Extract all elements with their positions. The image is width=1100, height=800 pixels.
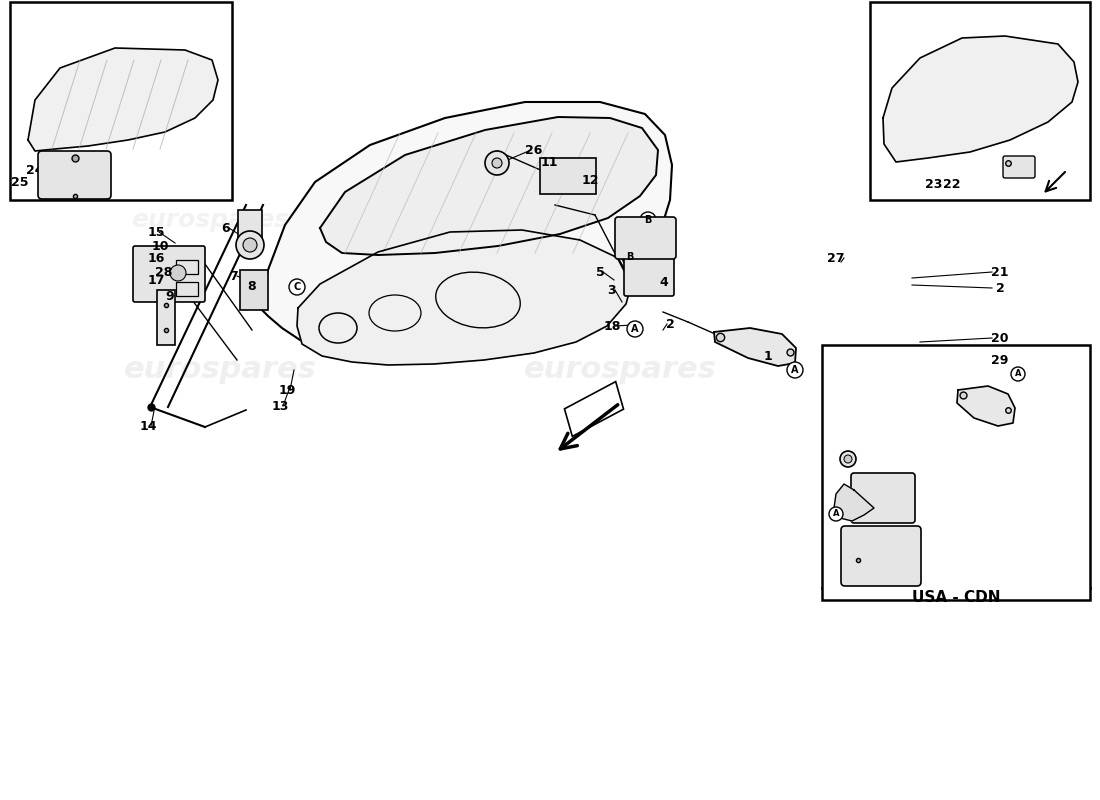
Bar [157, 290, 175, 345]
Text: 26: 26 [526, 143, 542, 157]
FancyBboxPatch shape [615, 217, 676, 259]
Circle shape [840, 451, 856, 467]
Text: eurospares: eurospares [123, 355, 317, 385]
Text: USA - CDN: USA - CDN [912, 590, 1000, 606]
Text: 16: 16 [147, 253, 165, 266]
Text: 25: 25 [11, 175, 29, 189]
Text: 4: 4 [660, 275, 669, 289]
Bar [870, 2, 1090, 200]
Text: 2: 2 [996, 282, 1004, 294]
Text: 27: 27 [827, 251, 845, 265]
FancyBboxPatch shape [133, 246, 205, 302]
Circle shape [844, 455, 852, 463]
Text: B: B [626, 252, 634, 262]
Bar [822, 345, 1090, 600]
Text: 2: 2 [666, 318, 674, 330]
Text: 23: 23 [925, 178, 943, 191]
Circle shape [289, 279, 305, 295]
Circle shape [786, 362, 803, 378]
Text: C: C [294, 282, 300, 292]
Polygon shape [883, 36, 1078, 162]
Polygon shape [260, 102, 672, 350]
Text: 14: 14 [140, 419, 156, 433]
Text: 17: 17 [147, 274, 165, 286]
FancyBboxPatch shape [842, 526, 921, 586]
Bar [176, 282, 198, 296]
Polygon shape [834, 484, 874, 521]
Polygon shape [28, 48, 218, 151]
Polygon shape [564, 382, 624, 436]
Circle shape [492, 158, 502, 168]
Text: A: A [791, 365, 799, 375]
Text: 22: 22 [944, 178, 960, 191]
Text: 8: 8 [248, 281, 256, 294]
Circle shape [236, 231, 264, 259]
Bar [240, 270, 268, 310]
FancyBboxPatch shape [39, 151, 111, 199]
Polygon shape [320, 117, 658, 255]
Text: 20: 20 [991, 331, 1009, 345]
Text: eurospares: eurospares [524, 355, 716, 385]
Text: A: A [1014, 370, 1021, 378]
Text: 12: 12 [581, 174, 598, 186]
Text: 5: 5 [595, 266, 604, 278]
Text: 13: 13 [272, 399, 288, 413]
Bar [10, 2, 232, 200]
Text: 9: 9 [166, 290, 174, 303]
Text: eurospares: eurospares [510, 208, 669, 232]
Text: A: A [631, 324, 639, 334]
Polygon shape [714, 328, 796, 366]
Text: B: B [645, 215, 651, 225]
FancyBboxPatch shape [1003, 156, 1035, 178]
Bar [540, 158, 596, 194]
Text: 28: 28 [155, 266, 173, 278]
Circle shape [621, 249, 638, 265]
Text: A: A [833, 510, 839, 518]
Circle shape [627, 321, 644, 337]
Circle shape [829, 507, 843, 521]
FancyBboxPatch shape [851, 473, 915, 523]
Text: 15: 15 [147, 226, 165, 238]
Text: 6: 6 [222, 222, 230, 234]
Text: 7: 7 [230, 270, 239, 282]
Text: 21: 21 [991, 266, 1009, 278]
Bar [176, 260, 198, 274]
Bar [238, 210, 262, 238]
FancyBboxPatch shape [624, 250, 674, 296]
Text: 1: 1 [763, 350, 772, 363]
Text: 24: 24 [26, 163, 44, 177]
Circle shape [170, 265, 186, 281]
Text: 11: 11 [540, 155, 558, 169]
Text: 19: 19 [278, 383, 296, 397]
Text: 3: 3 [607, 283, 616, 297]
Circle shape [485, 151, 509, 175]
Circle shape [640, 212, 656, 228]
Circle shape [1011, 367, 1025, 381]
Text: eurospares: eurospares [131, 208, 289, 232]
Circle shape [243, 238, 257, 252]
Text: 10: 10 [152, 239, 168, 253]
Polygon shape [297, 230, 632, 365]
Text: 18: 18 [603, 319, 620, 333]
Text: 29: 29 [991, 354, 1009, 366]
Polygon shape [957, 386, 1015, 426]
